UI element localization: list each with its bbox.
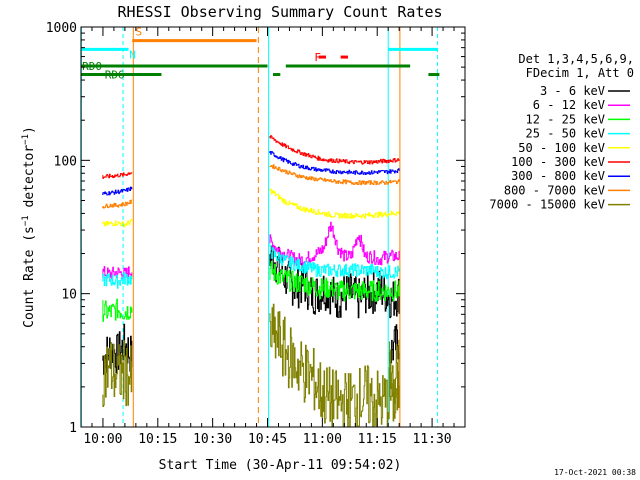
series-line [269, 164, 400, 186]
legend-label: 25 - 50 keV [526, 127, 605, 141]
x-tick-label: 10:00 [83, 432, 122, 447]
series-line [388, 339, 400, 405]
y-axis-label-exponent: −1 [21, 215, 31, 226]
y-tick-label: 10 [61, 288, 77, 303]
series-line [269, 221, 400, 267]
x-tick-label: 11:30 [413, 432, 452, 447]
axes: 10:00 10:15 10:30 10:45 11:00 11:15 11:30 1 10 10… [46, 21, 465, 447]
series-line [269, 261, 400, 302]
series-line [102, 186, 133, 196]
legend-label: 100 - 300 keV [511, 155, 605, 169]
y-tick-label: 100 [54, 154, 77, 169]
y-tick-label: 1 [69, 421, 77, 436]
legend: Det 1,3,4,5,6,9, FDecim 1, Att 0 3 - 6 k… [489, 52, 634, 212]
legend-label: 800 - 7000 keV [504, 183, 605, 197]
y-axis-label: Count Rate (s−1 detector−1) [21, 126, 37, 328]
legend-label: 3 - 6 keV [540, 84, 605, 98]
x-tick-label: 10:15 [138, 432, 177, 447]
legend-label: 6 - 12 keV [533, 98, 605, 112]
series-line [102, 199, 133, 209]
flag-label: RD6 [105, 69, 125, 82]
plot-frame [80, 26, 466, 428]
flag-label: F [314, 51, 321, 64]
series-line [269, 188, 400, 219]
x-tick-label: 11:00 [303, 432, 342, 447]
legend-label: 7000 - 15000 keV [489, 198, 605, 212]
y-axis-label-exponent: −1 [21, 134, 31, 145]
legend-label: 50 - 100 keV [518, 141, 605, 155]
series-line [269, 303, 400, 428]
time-markers [80, 27, 439, 427]
series-line [102, 298, 133, 322]
generation-timestamp: 17-Oct-2021 00:38 [554, 468, 636, 477]
legend-label: 300 - 800 keV [511, 169, 605, 183]
flag-label: S [135, 26, 142, 39]
x-tick-label: 10:45 [248, 432, 287, 447]
y-axis-label-part: ) [22, 126, 37, 134]
x-axis-label: Start Time (30-Apr-11 09:54:02) [159, 458, 402, 473]
y-tick-label: 1000 [46, 21, 77, 36]
data-series [102, 135, 400, 428]
x-tick-label: 11:15 [358, 432, 397, 447]
x-tick-label: 10:30 [193, 432, 232, 447]
series-line [102, 218, 133, 228]
series-line [269, 244, 400, 280]
legend-header: FDecim 1, Att 0 [526, 66, 634, 80]
chart-title: RHESSI Observing Summary Count Rates [117, 3, 442, 21]
series-line [269, 151, 400, 175]
flag-label: RD0 [82, 60, 102, 73]
legend-label: 12 - 25 keV [526, 112, 605, 126]
legend-header: Det 1,3,4,5,6,9, [518, 52, 634, 66]
y-axis-label-part: Count Rate (s [22, 226, 37, 328]
series-line [102, 272, 133, 289]
series-line [102, 172, 133, 179]
series-line [102, 340, 133, 407]
series-line [269, 135, 400, 165]
flag-label: N [129, 48, 136, 61]
y-axis-label-part: detector [22, 145, 37, 216]
